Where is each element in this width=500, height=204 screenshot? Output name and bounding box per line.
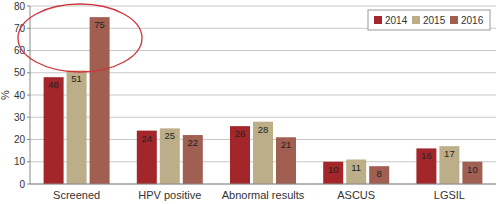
bar (44, 77, 64, 184)
tick-label: 10 (14, 156, 26, 167)
bar (323, 162, 343, 184)
bar (369, 166, 389, 184)
data-labels: 48 51 75 24 25 22 26 28 21 10 11 8 16 17 10 (48, 19, 477, 179)
tick-label: 0 (19, 179, 25, 190)
category-label: Abnormal results (222, 189, 305, 201)
bar (439, 146, 459, 184)
bar (183, 135, 203, 184)
bar (276, 137, 296, 184)
y-axis (30, 6, 31, 184)
bars (44, 17, 483, 184)
bar (137, 131, 157, 184)
tick-label: 50 (14, 67, 26, 78)
highlight-ellipse (18, 4, 142, 72)
legend-label: 2014 (385, 15, 408, 26)
bar (416, 148, 436, 184)
data-label: 21 (281, 139, 292, 150)
category-label: LGSIL (434, 189, 465, 201)
data-label: 16 (421, 150, 432, 161)
data-label: 10 (328, 164, 339, 175)
chart-svg: 01020304050607080%4851752425222628211011… (0, 0, 500, 204)
tick-label: 80 (14, 1, 26, 12)
legend-swatch (450, 16, 458, 24)
bar (230, 126, 250, 184)
data-label: 8 (377, 168, 382, 179)
legend-box (368, 10, 490, 30)
data-label: 25 (165, 130, 176, 141)
chart-container: 01020304050607080%4851752425222628211011… (0, 0, 500, 204)
bar (90, 17, 110, 184)
grid-line (30, 184, 496, 185)
data-label: 26 (235, 128, 246, 139)
tick-label: 20 (14, 134, 26, 145)
data-label: 51 (71, 73, 82, 84)
data-label: 28 (258, 124, 269, 135)
category-label: HPV positive (138, 189, 201, 201)
data-label: 22 (188, 137, 199, 148)
category-label: ASCUS (337, 189, 375, 201)
bar (160, 128, 180, 184)
legend-label: 2016 (461, 15, 484, 26)
bar (462, 162, 482, 184)
legend-swatch (374, 16, 382, 24)
legend-label: 2015 (423, 15, 446, 26)
legend-swatch (412, 16, 420, 24)
tick-label: 30 (14, 112, 26, 123)
category-label: Screened (53, 189, 100, 201)
data-label: 17 (444, 148, 455, 159)
y-axis-label: % (0, 90, 11, 100)
x-axis (30, 184, 496, 185)
data-label: 75 (94, 19, 105, 30)
bar (346, 160, 366, 184)
data-label: 11 (351, 162, 361, 173)
data-label: 48 (48, 79, 59, 90)
data-label: 24 (142, 133, 153, 144)
tick-label: 40 (14, 90, 26, 101)
grid: 01020304050607080 (14, 1, 496, 190)
bar (253, 122, 273, 184)
data-label: 10 (467, 164, 478, 175)
bar (67, 71, 87, 184)
legend: 2014 2015 2016 (368, 10, 490, 30)
